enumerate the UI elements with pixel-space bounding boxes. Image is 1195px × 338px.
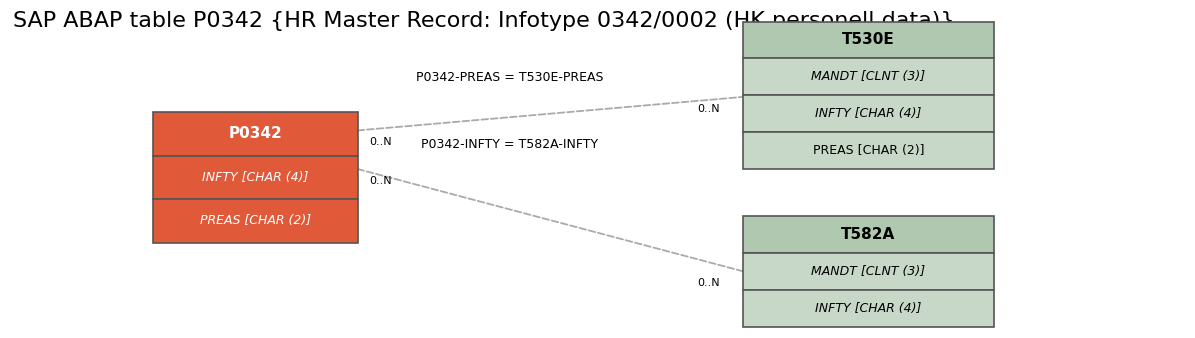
- Text: MANDT [CLNT (3)]: MANDT [CLNT (3)]: [811, 70, 925, 83]
- Bar: [153, 112, 357, 155]
- Text: INFTY [CHAR (4)]: INFTY [CHAR (4)]: [815, 107, 921, 120]
- Text: INFTY [CHAR (4)]: INFTY [CHAR (4)]: [202, 171, 308, 184]
- Text: SAP ABAP table P0342 {HR Master Record: Infotype 0342/0002 (HK personell data)}: SAP ABAP table P0342 {HR Master Record: …: [13, 11, 955, 31]
- Bar: [743, 58, 994, 95]
- Text: 0..N: 0..N: [369, 176, 392, 186]
- Text: P0342-PREAS = T530E-PREAS: P0342-PREAS = T530E-PREAS: [416, 71, 603, 83]
- Text: P0342-INFTY = T582A-INFTY: P0342-INFTY = T582A-INFTY: [421, 138, 598, 150]
- Bar: [153, 155, 357, 199]
- Text: MANDT [CLNT (3)]: MANDT [CLNT (3)]: [811, 265, 925, 278]
- Text: T530E: T530E: [842, 32, 895, 47]
- Bar: [743, 290, 994, 327]
- Bar: [743, 253, 994, 290]
- Text: INFTY [CHAR (4)]: INFTY [CHAR (4)]: [815, 301, 921, 315]
- Text: PREAS [CHAR (2)]: PREAS [CHAR (2)]: [813, 144, 924, 157]
- Text: PREAS [CHAR (2)]: PREAS [CHAR (2)]: [200, 214, 311, 227]
- Bar: [743, 216, 994, 253]
- Bar: [743, 22, 994, 58]
- Text: 0..N: 0..N: [697, 104, 719, 114]
- Bar: [153, 199, 357, 243]
- Text: P0342: P0342: [228, 126, 282, 141]
- Text: 0..N: 0..N: [369, 137, 392, 147]
- Bar: [743, 132, 994, 169]
- Bar: [743, 95, 994, 132]
- Text: T582A: T582A: [841, 227, 895, 242]
- Text: 0..N: 0..N: [697, 278, 719, 288]
